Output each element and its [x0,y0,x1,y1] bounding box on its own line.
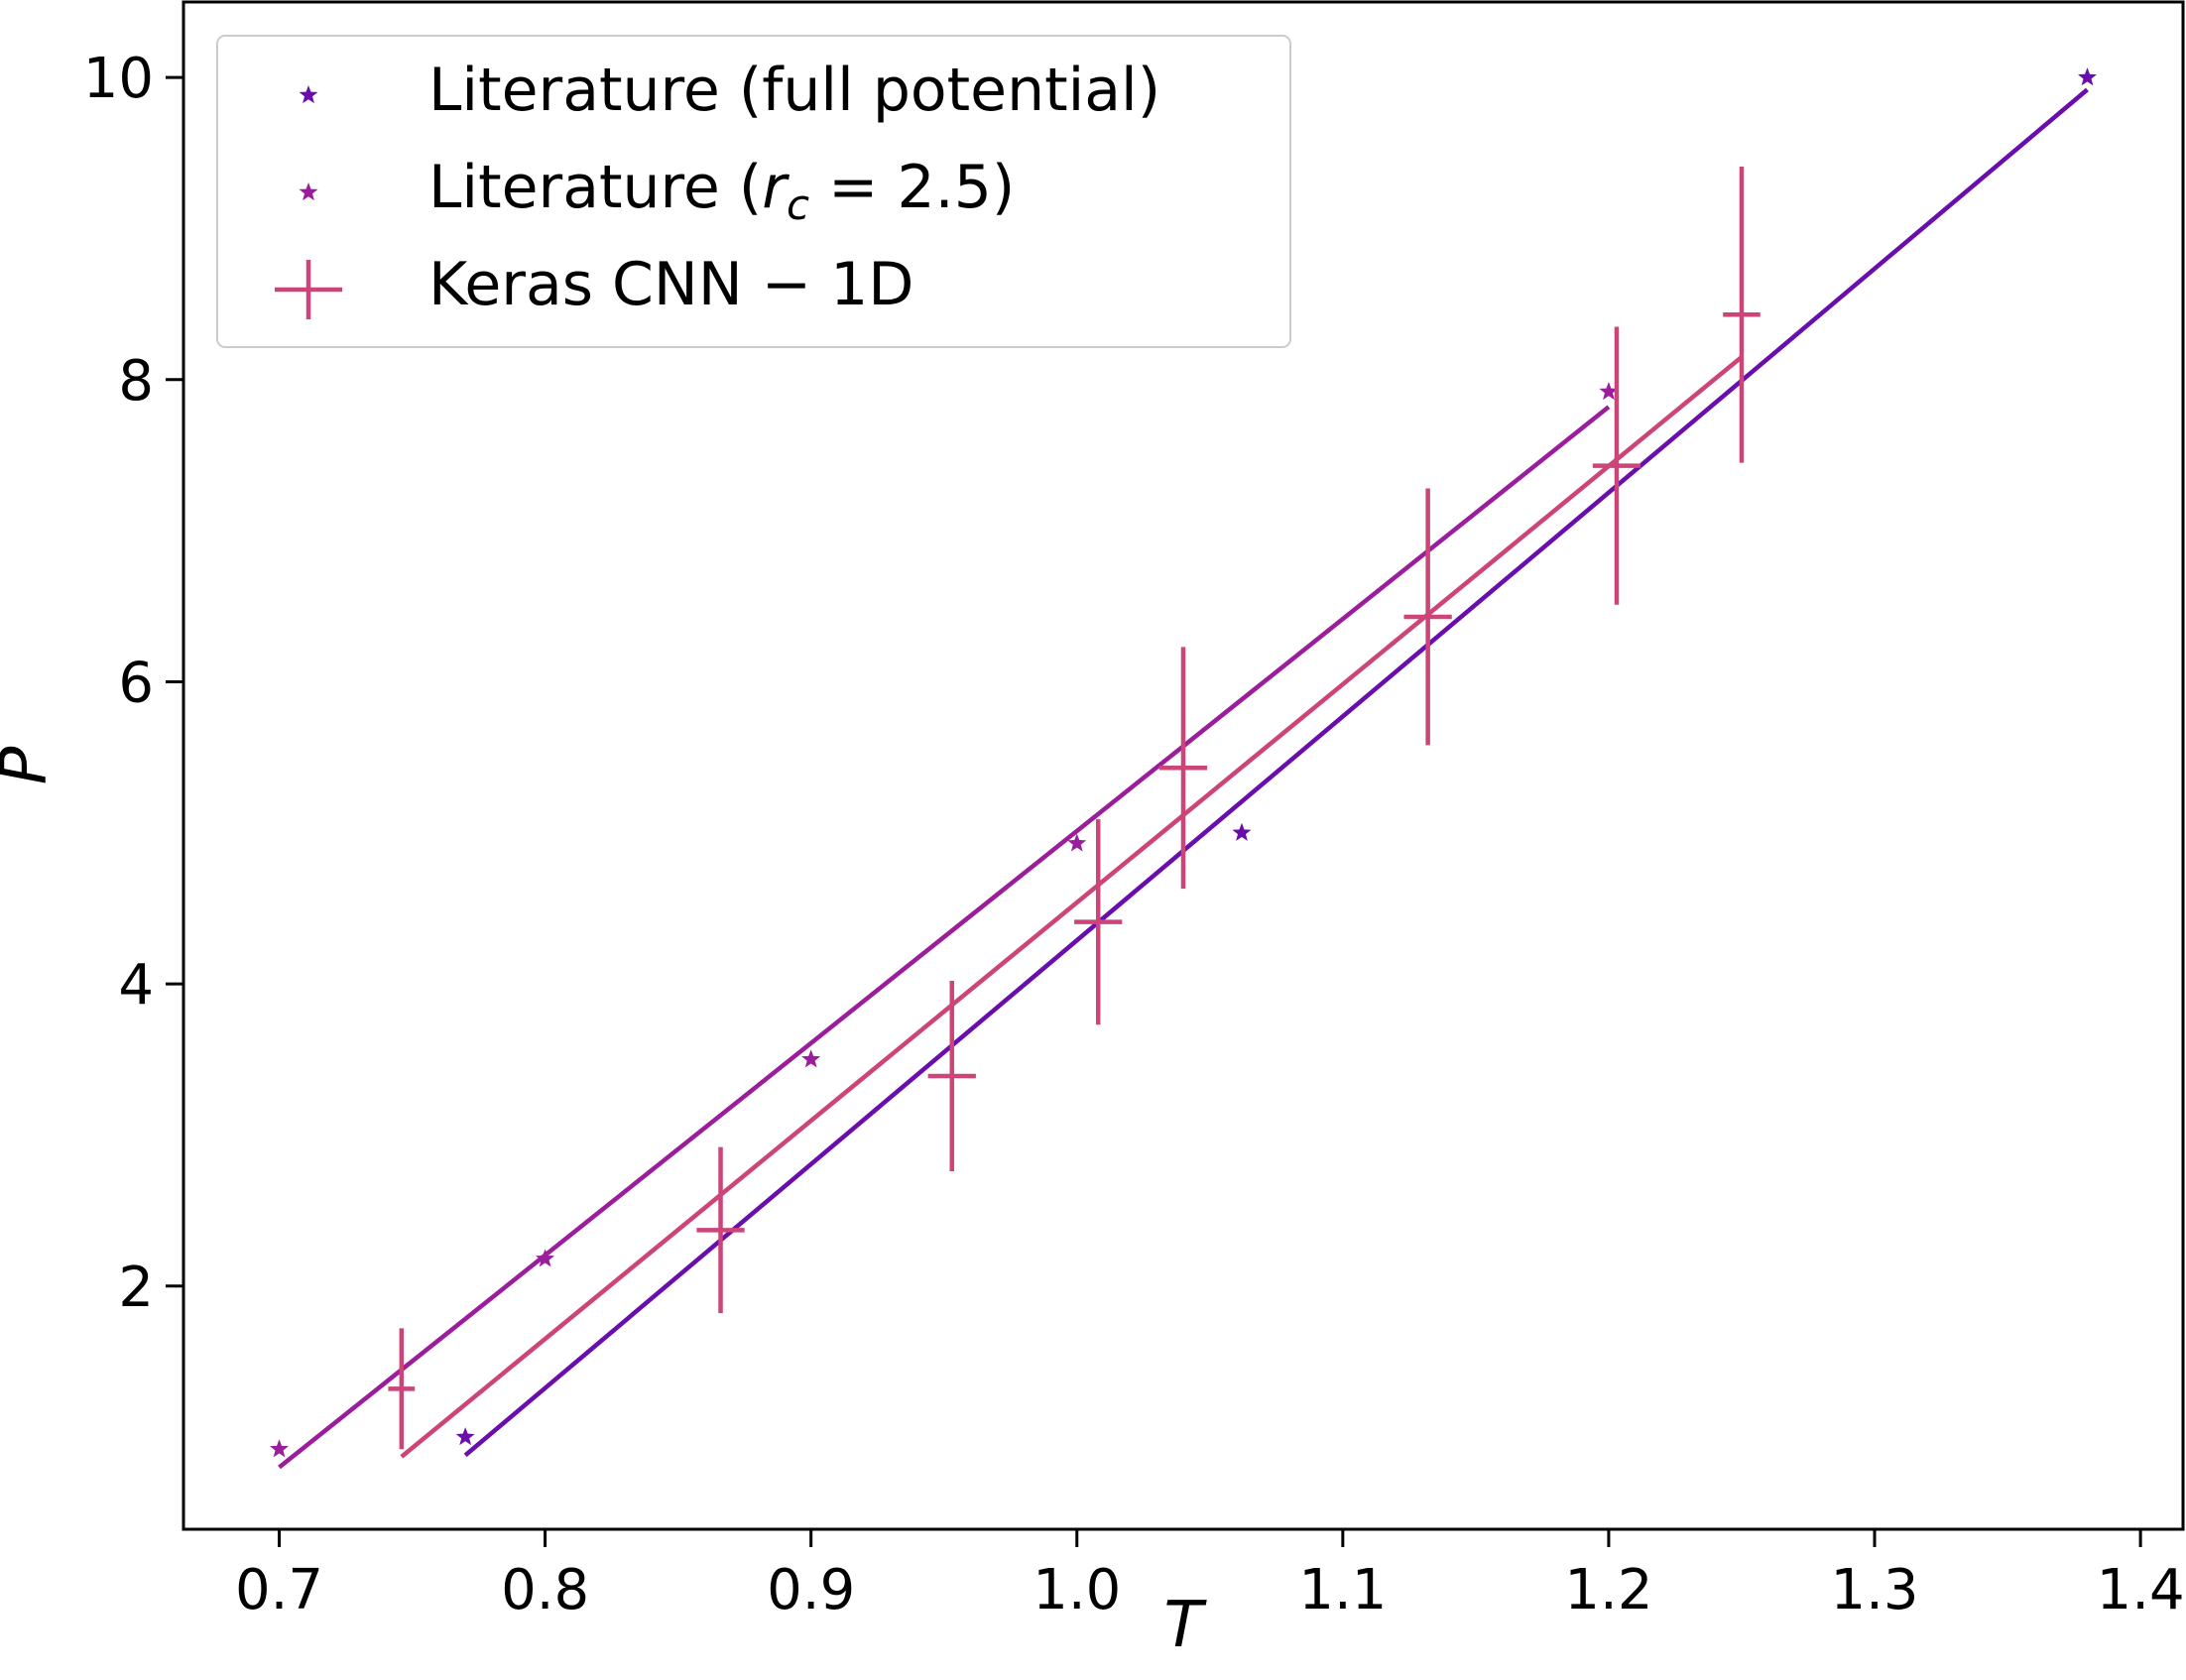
legend-star-1 [299,182,318,201]
legend-label-rc-prefix: Literature ( [428,153,762,222]
series-1-point-3 [1067,833,1087,852]
x-tick-label-5: 1.2 [1564,1558,1652,1622]
x-axis: 0.7 0.8 0.9 1.0 1.1 1.2 1.3 1.4 [235,1529,2185,1622]
y-axis-label: P [0,746,61,784]
series-1-point-4 [1599,382,1619,401]
x-tick-label-6: 1.3 [1830,1558,1918,1622]
fit-lines [278,87,2089,1470]
legend-marker-literature-rc [299,182,318,201]
y-tick-label-2: 6 [118,651,154,715]
fit-line-0 [463,87,2089,1458]
legend-star-0 [299,85,318,104]
series-0-point-2 [2077,67,2097,86]
series-1-point-1 [536,1249,555,1267]
legend-label-rc-suffix: = 2.5) [809,153,1015,222]
legend-label-rc-subscript: c [787,180,809,229]
legend: Literature (full potential) Literature (… [216,35,1291,348]
y-tick-label-3: 8 [118,349,154,414]
errorbar-point-6 [1592,326,1641,605]
data-points [270,67,2097,1458]
x-tick-label-0: 0.7 [235,1558,323,1622]
errorbar-point-1 [696,1146,745,1314]
fit-line-1 [278,405,1611,1470]
legend-label-rc-symbol: r [762,153,789,222]
plot-frame [182,0,2185,1531]
x-tick-label-3: 1.0 [1032,1558,1121,1622]
x-tick-label-1: 0.8 [501,1558,589,1622]
legend-marker-literature-full [299,85,318,104]
legend-marker-keras-cnn [275,260,342,319]
errorbar-point-7 [1723,167,1761,463]
x-axis-label: T [1163,1589,1207,1662]
x-tick-label-2: 0.9 [767,1558,855,1622]
errorbar-point-5 [1403,488,1452,746]
errorbar-point-4 [1158,647,1208,890]
series-1-point-2 [801,1049,821,1068]
legend-label-literature-rc: Literature (rc = 2.5) [428,153,1015,229]
y-tick-label-1: 4 [118,953,154,1018]
x-tick-label-4: 1.1 [1298,1558,1387,1622]
legend-box [216,35,1291,348]
y-axis: 2 4 6 8 10 [83,47,183,1320]
series-0-point-0 [455,1427,475,1446]
legend-label-literature-full: Literature (full potential) [428,56,1160,125]
legend-label-keras-cnn: Keras CNN − 1D [428,250,914,319]
series-0-point-1 [1232,822,1252,841]
y-tick-label-0: 2 [118,1256,154,1320]
x-tick-label-7: 1.4 [2097,1558,2185,1622]
errorbar-point-0 [388,1328,416,1450]
fit-line-2 [400,355,1744,1459]
y-tick-label-4: 10 [83,47,154,111]
errorbar-point-2 [927,981,976,1171]
errorbar-point-3 [1074,819,1123,1025]
series-1-point-0 [270,1439,290,1458]
